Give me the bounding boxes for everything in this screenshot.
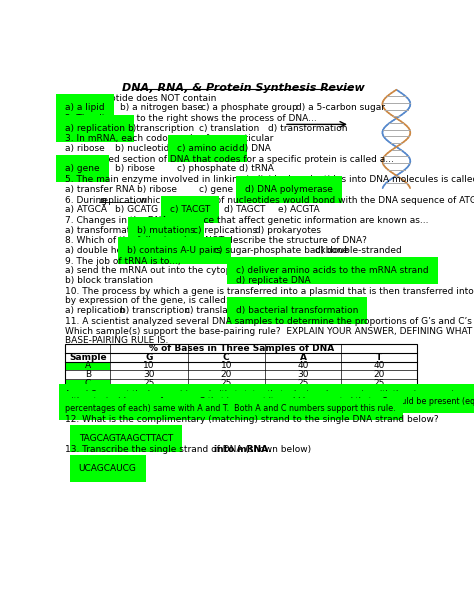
Text: b) mutations: b) mutations [137, 226, 195, 235]
Text: b) GCATG: b) GCATG [115, 205, 158, 214]
Text: d) a 5-carbon sugar: d) a 5-carbon sugar [296, 103, 384, 112]
Text: 25: 25 [374, 379, 385, 388]
Text: d) double-stranded: d) double-stranded [315, 246, 402, 255]
Text: b) ribose: b) ribose [115, 164, 155, 173]
Text: A: A [85, 362, 91, 370]
Text: , which sequence of nucleotides would bond with the DNA sequence of ATGCA?: , which sequence of nucleotides would bo… [135, 196, 474, 205]
Bar [66, 380, 109, 387]
Text: c) TACGT: c) TACGT [170, 205, 210, 214]
Text: % of Bases in Three Samples of DNA: % of Bases in Three Samples of DNA [149, 344, 334, 352]
Text: 30: 30 [144, 370, 155, 379]
Text: A and C support the base-pairing rule (that states that adenine always pairs wit: A and C support the base-pairing rule (t… [65, 390, 474, 400]
Text: 2. The diagram to the right shows the process of DNA...: 2. The diagram to the right shows the pr… [65, 114, 317, 123]
Text: 8. Which of the following does NOT describe the structure of DNA?: 8. Which of the following does NOT descr… [65, 237, 367, 245]
Text: a) double helix: a) double helix [65, 246, 133, 255]
Text: b) ribose: b) ribose [137, 185, 177, 194]
Text: c) amino acid: c) amino acid [177, 144, 238, 153]
Text: AGTCGTAGG: AGTCGTAGG [79, 455, 134, 463]
Text: b) nucleotide: b) nucleotide [115, 144, 175, 153]
Text: 3. In mRNA, each codon codes for a particular: 3. In mRNA, each codon codes for a parti… [65, 134, 274, 143]
Text: by expression of the gene, is called:: by expression of the gene, is called: [65, 297, 229, 305]
Text: 40: 40 [374, 362, 385, 370]
Text: e) ACGTA: e) ACGTA [278, 205, 319, 214]
Text: c) translation: c) translation [199, 124, 259, 132]
Text: a) send the mRNA out into the cytoplasm: a) send the mRNA out into the cytoplasm [65, 267, 253, 275]
Text: 9. The job of tRNA is to...,: 9. The job of tRNA is to..., [65, 257, 181, 266]
Text: 5. The main enzyme involved in linking individual nucleotides into DNA molecules: 5. The main enzyme involved in linking i… [65, 175, 474, 184]
Text: c) phosphate: c) phosphate [177, 164, 237, 173]
Text: 20: 20 [374, 370, 385, 379]
Text: a) replication: a) replication [65, 124, 126, 132]
Text: d) DNA: d) DNA [239, 144, 271, 153]
Text: 10: 10 [144, 362, 155, 370]
Text: Sample: Sample [69, 352, 107, 362]
Text: 4. A defined section of DNA that codes for a specific protein is called a...: 4. A defined section of DNA that codes f… [65, 155, 394, 164]
Text: a) ATGCA: a) ATGCA [65, 205, 108, 214]
Text: a) replication: a) replication [65, 306, 126, 315]
Text: 40: 40 [297, 362, 309, 370]
Text: 25: 25 [297, 379, 309, 388]
Text: a) transfer RNA: a) transfer RNA [65, 185, 135, 194]
Text: 1. A nucleotide does NOT contain: 1. A nucleotide does NOT contain [65, 94, 217, 102]
Text: d) prokaryotes: d) prokaryotes [255, 226, 320, 235]
Text: c) deliver amino acids to the mRNA strand: c) deliver amino acids to the mRNA stran… [236, 267, 428, 275]
Text: 6. During: 6. During [65, 196, 110, 205]
Text: c) gene: c) gene [199, 185, 233, 194]
Text: BASE-PAIRING RULE IS.: BASE-PAIRING RULE IS. [65, 336, 169, 345]
Text: a) a lipid: a) a lipid [65, 103, 105, 112]
Text: d) tRNA: d) tRNA [239, 164, 274, 173]
Text: b) block translation: b) block translation [65, 276, 154, 285]
Text: DNA, RNA, & Protein Synthesis Review: DNA, RNA, & Protein Synthesis Review [121, 83, 365, 93]
Text: b) transcription: b) transcription [120, 306, 190, 315]
Text: c) a phosphate group: c) a phosphate group [201, 103, 298, 112]
Text: ATCGTCATTCGAATGA: ATCGTCATTCGAATGA [79, 425, 172, 433]
Text: 7. Changes in the DNA sequence that affect genetic information are known as...: 7. Changes in the DNA sequence that affe… [65, 216, 429, 225]
Bar [65, 344, 417, 388]
Text: B: B [85, 370, 91, 379]
Text: b)transcription: b)transcription [128, 124, 194, 132]
Text: b) a nitrogen base: b) a nitrogen base [120, 103, 203, 112]
Text: 10. The process by which a gene is transferred into a plasmid that is then trans: 10. The process by which a gene is trans… [65, 287, 474, 296]
Text: 30: 30 [297, 370, 309, 379]
Text: G: G [146, 352, 153, 362]
Text: d) transformation: d) transformation [268, 124, 348, 132]
Text: d) replicate DNA: d) replicate DNA [236, 276, 310, 285]
Text: A: A [300, 352, 307, 362]
Text: 12. What is the complimentary (matching) strand to the single DNA strand below?: 12. What is the complimentary (matching)… [65, 415, 439, 424]
Text: c) replications: c) replications [192, 226, 257, 235]
Text: UCAGCAUCG: UCAGCAUCG [79, 464, 137, 473]
Text: d) TAGCT: d) TAGCT [224, 205, 266, 214]
Text: 13. Transcribe the single strand of DNA (shown below): 13. Transcribe the single strand of DNA … [65, 445, 314, 454]
Text: 25: 25 [144, 379, 155, 388]
Bar [66, 362, 109, 370]
Text: c) sugar-phosphate backbone: c) sugar-phosphate backbone [214, 246, 348, 255]
Text: c) translation: c) translation [185, 306, 245, 315]
Text: replication: replication [99, 196, 147, 205]
Text: a) ribose: a) ribose [65, 144, 105, 153]
Text: a) gene: a) gene [65, 164, 100, 173]
Text: a) transformations: a) transformations [65, 226, 149, 235]
Text: 11. A scientist analyzed several DNA samples to determine the proportions of G’s: 11. A scientist analyzed several DNA sam… [65, 317, 474, 326]
Text: C: C [223, 352, 229, 362]
Text: 20: 20 [220, 370, 232, 379]
Text: with cytosine) because for every G that is present it would be expected that a C: with cytosine) because for every G that … [65, 397, 474, 406]
Text: Which sample(s) support the base-pairing rule?  EXPLAIN YOUR ANSWER, DEFINING WH: Which sample(s) support the base-pairing… [65, 327, 474, 335]
Text: TAGCAGTAAGCTTACT: TAGCAGTAAGCTTACT [79, 434, 173, 443]
Text: C: C [85, 379, 91, 388]
Text: T: T [376, 352, 383, 362]
Text: b) contains A-U pairs: b) contains A-U pairs [128, 246, 221, 255]
Text: d) bacterial transformation: d) bacterial transformation [236, 306, 358, 315]
Text: percentages of each) same with A and T.  Both A and C numbers support this rule.: percentages of each) same with A and T. … [65, 405, 396, 413]
Text: 25: 25 [220, 379, 232, 388]
Text: d) DNA polymerase: d) DNA polymerase [245, 185, 333, 194]
Text: 10: 10 [220, 362, 232, 370]
Text: into mRNA.: into mRNA. [214, 445, 272, 454]
